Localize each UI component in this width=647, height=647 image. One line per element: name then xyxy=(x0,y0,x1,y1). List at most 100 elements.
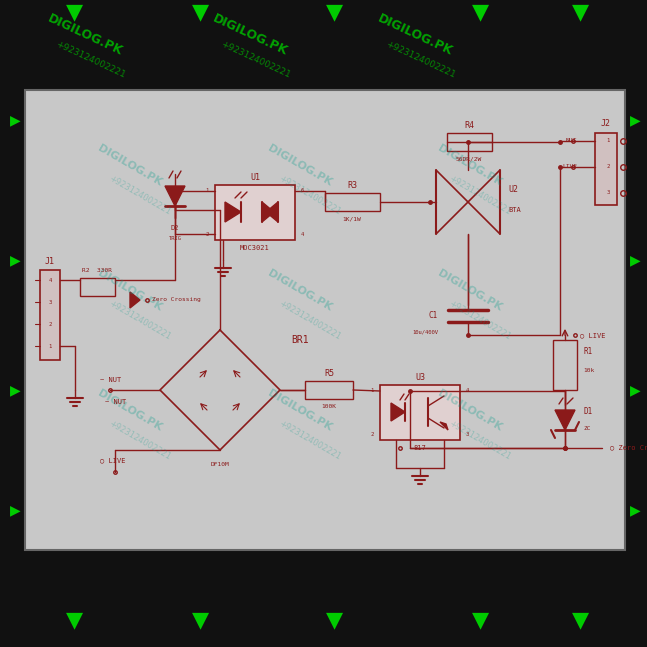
Text: +923124002221: +923124002221 xyxy=(107,173,173,216)
Text: DIGILOG.PK: DIGILOG.PK xyxy=(436,388,504,432)
Text: DIGILOG.PK: DIGILOG.PK xyxy=(436,142,504,188)
Text: ▼: ▼ xyxy=(571,610,589,630)
Polygon shape xyxy=(440,422,448,430)
Text: U2: U2 xyxy=(508,186,518,195)
Text: ▼: ▼ xyxy=(472,2,488,22)
Text: U1: U1 xyxy=(250,173,260,182)
Text: ▶: ▶ xyxy=(10,503,20,517)
Text: ▶: ▶ xyxy=(10,383,20,397)
Text: 2: 2 xyxy=(606,164,609,170)
Text: NUT: NUT xyxy=(565,138,577,144)
Bar xyxy=(40,270,60,360)
Text: BR1: BR1 xyxy=(291,335,309,345)
Text: D2: D2 xyxy=(171,225,179,231)
Text: ▼: ▼ xyxy=(327,2,344,22)
Text: J2: J2 xyxy=(601,120,611,129)
Text: 2: 2 xyxy=(49,322,52,327)
Polygon shape xyxy=(262,202,274,222)
Text: 4: 4 xyxy=(49,278,52,283)
Text: ▶: ▶ xyxy=(10,113,20,127)
Text: 4: 4 xyxy=(466,388,469,393)
Text: 1: 1 xyxy=(206,188,209,193)
Polygon shape xyxy=(266,202,278,222)
Text: +923124002221: +923124002221 xyxy=(278,173,342,216)
Text: ▼: ▼ xyxy=(192,610,208,630)
Text: +923124002221: +923124002221 xyxy=(448,173,512,216)
Text: R4: R4 xyxy=(464,120,474,129)
Text: ▶: ▶ xyxy=(10,253,20,267)
Text: 100K: 100K xyxy=(322,404,336,410)
Text: +923124002221: +923124002221 xyxy=(219,40,291,80)
Bar xyxy=(447,133,492,151)
Text: MOC3021: MOC3021 xyxy=(240,245,270,251)
Text: ▶: ▶ xyxy=(630,113,641,127)
Text: R5: R5 xyxy=(324,369,334,377)
Text: +923124002221: +923124002221 xyxy=(278,299,342,342)
Text: ZC: ZC xyxy=(583,426,591,430)
Text: ▼: ▼ xyxy=(472,610,488,630)
Text: 1: 1 xyxy=(49,344,52,349)
Text: DIGILOG.PK: DIGILOG.PK xyxy=(266,142,334,188)
Bar xyxy=(80,278,115,296)
Text: 3: 3 xyxy=(49,300,52,305)
Text: +923124002221: +923124002221 xyxy=(384,40,456,80)
Text: 1: 1 xyxy=(606,138,609,144)
Text: ▼: ▼ xyxy=(571,2,589,22)
Polygon shape xyxy=(391,403,405,421)
Text: 817: 817 xyxy=(413,445,426,451)
Text: DIGILOG.PK: DIGILOG.PK xyxy=(96,142,164,188)
Text: +923124002221: +923124002221 xyxy=(54,40,126,80)
Text: DIGILOG.PK: DIGILOG.PK xyxy=(96,388,164,432)
Text: ○ LIVE: ○ LIVE xyxy=(580,332,606,338)
Text: ▶: ▶ xyxy=(630,253,641,267)
Text: +923124002221: +923124002221 xyxy=(278,419,342,461)
Text: +923124002221: +923124002221 xyxy=(107,299,173,342)
Text: DIGILOG.PK: DIGILOG.PK xyxy=(436,268,504,313)
Text: ▼: ▼ xyxy=(67,610,83,630)
Text: R3: R3 xyxy=(347,181,357,190)
Text: 3: 3 xyxy=(466,432,469,437)
Text: DIGILOG.PK: DIGILOG.PK xyxy=(266,268,334,313)
Text: DF10M: DF10M xyxy=(211,461,230,466)
Text: +923124002221: +923124002221 xyxy=(107,419,173,461)
Text: R1: R1 xyxy=(583,347,592,356)
Bar xyxy=(553,340,577,390)
Text: 1K/1W: 1K/1W xyxy=(343,217,362,221)
Bar xyxy=(325,193,380,211)
Text: 2: 2 xyxy=(371,432,374,437)
Text: 1: 1 xyxy=(371,388,374,393)
Text: ▼: ▼ xyxy=(192,2,208,22)
Text: ~ NUT: ~ NUT xyxy=(105,399,126,405)
Bar xyxy=(215,185,295,240)
Text: C1: C1 xyxy=(429,311,438,320)
Text: 56DR/2W: 56DR/2W xyxy=(456,157,482,162)
Bar xyxy=(380,385,460,440)
Text: ○ Zero Crossing: ○ Zero Crossing xyxy=(610,445,647,451)
Text: DIGILOG.PK: DIGILOG.PK xyxy=(210,12,290,58)
Text: R2  330R: R2 330R xyxy=(82,269,112,274)
Text: 4: 4 xyxy=(301,232,304,237)
Polygon shape xyxy=(225,202,241,222)
Text: TRIG: TRIG xyxy=(168,236,182,241)
Text: ▼: ▼ xyxy=(327,610,344,630)
Text: D1: D1 xyxy=(583,408,592,417)
Text: U3: U3 xyxy=(415,373,425,382)
Text: 10u/400V: 10u/400V xyxy=(412,329,438,334)
Text: ~ NUT: ~ NUT xyxy=(100,377,121,383)
Text: DIGILOG.PK: DIGILOG.PK xyxy=(45,12,125,58)
Bar xyxy=(595,133,617,205)
Text: DIGILOG.PK: DIGILOG.PK xyxy=(96,268,164,313)
Text: Zero Crossing: Zero Crossing xyxy=(152,298,201,303)
Text: 3: 3 xyxy=(606,190,609,195)
Text: 10k: 10k xyxy=(583,367,594,373)
Bar xyxy=(25,90,625,550)
Text: DIGILOG.PK: DIGILOG.PK xyxy=(266,388,334,432)
Text: ▶: ▶ xyxy=(630,503,641,517)
Bar xyxy=(305,381,353,399)
Text: ▶: ▶ xyxy=(630,383,641,397)
Polygon shape xyxy=(555,410,575,430)
Text: J1: J1 xyxy=(45,258,55,267)
Text: +923124002221: +923124002221 xyxy=(448,299,512,342)
Text: BTA: BTA xyxy=(508,207,521,213)
Text: 2: 2 xyxy=(206,232,209,237)
